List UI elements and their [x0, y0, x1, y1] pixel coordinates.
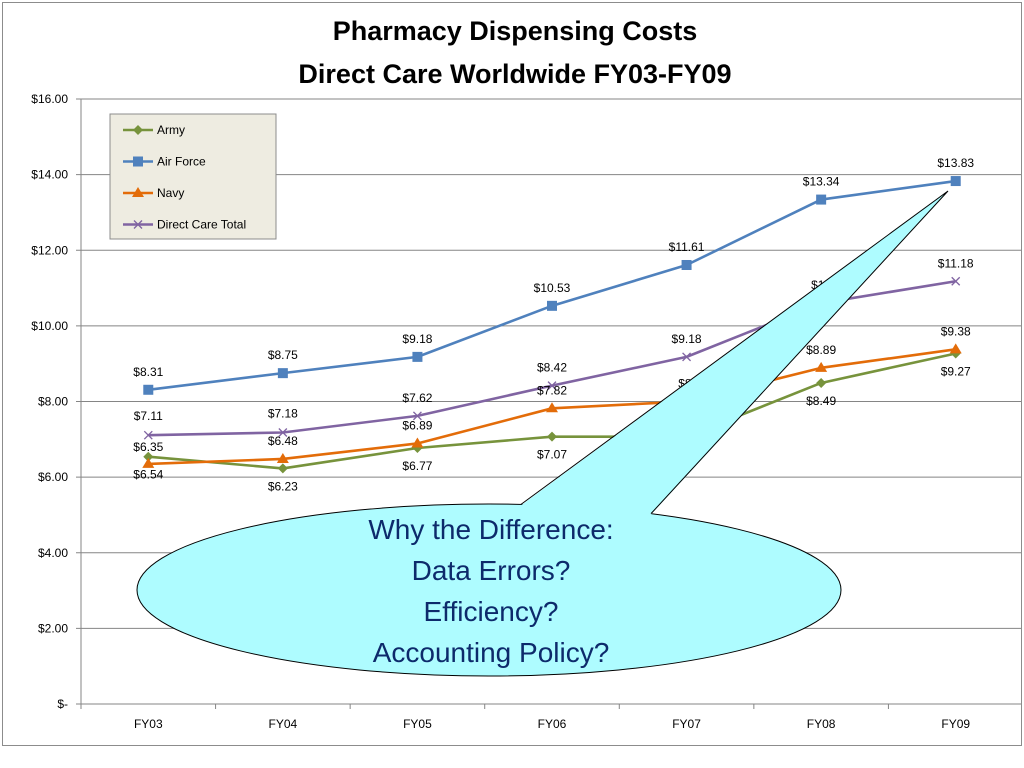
legend-box — [109, 113, 277, 240]
marker-stroke — [143, 430, 153, 440]
y-tick-label: $6.00 — [38, 470, 68, 484]
data-label: $9.27 — [941, 364, 971, 378]
data-label: $7.07 — [537, 448, 567, 462]
legend-label: Air Force — [157, 155, 206, 169]
data-point — [950, 176, 961, 187]
y-tick-label: $2.00 — [38, 621, 68, 635]
marker-stroke — [951, 276, 961, 286]
data-point — [278, 428, 288, 437]
data-point — [816, 377, 827, 388]
y-tick-label: $4.00 — [38, 546, 68, 560]
chart-title-line-2: Direct Care Worldwide FY03-FY09 — [298, 59, 731, 89]
x-tick-label: FY03 — [134, 717, 163, 731]
x-tick-label: FY09 — [941, 717, 970, 731]
legend-label: Army — [157, 123, 185, 137]
data-label: $9.18 — [402, 332, 432, 346]
data-label: $6.35 — [133, 440, 163, 454]
legend-marker — [132, 187, 144, 197]
data-label: $6.48 — [268, 434, 298, 448]
data-point — [277, 368, 288, 379]
data-label: $11.18 — [938, 256, 974, 270]
data-label: $6.89 — [402, 418, 432, 432]
y-tick-label: $10.00 — [31, 319, 68, 333]
legend-label: Navy — [157, 186, 184, 200]
callout-pointer-outline — [520, 190, 949, 514]
y-tick-label: $8.00 — [38, 395, 68, 409]
data-label: $7.18 — [268, 407, 298, 421]
x-tick-label: FY05 — [403, 717, 432, 731]
data-point — [143, 430, 153, 440]
data-label: $11.61 — [669, 240, 705, 254]
data-label: $6.77 — [402, 459, 432, 473]
data-point — [547, 431, 557, 442]
marker-stroke — [278, 428, 288, 437]
callout-text-line: Why the Difference: — [368, 514, 613, 545]
data-point — [277, 463, 288, 474]
data-point — [412, 411, 422, 421]
data-point — [815, 361, 828, 372]
data-point — [142, 457, 155, 468]
line-chart: Pharmacy Dispensing Costs Direct Care Wo… — [31, 16, 1021, 731]
data-label: $13.34 — [803, 175, 840, 189]
data-label: $7.82 — [537, 383, 567, 397]
legend-marker — [133, 156, 143, 167]
data-point — [143, 451, 154, 462]
y-tick-label: $14.00 — [31, 168, 68, 182]
marker-stroke — [682, 352, 692, 362]
y-tick-label: $16.00 — [31, 92, 68, 106]
data-label: $8.42 — [537, 361, 567, 375]
x-tick-label: FY08 — [807, 717, 836, 731]
data-label: $9.38 — [941, 324, 971, 338]
y-tick-label: $12.00 — [31, 243, 68, 257]
data-point — [547, 300, 557, 311]
data-point — [949, 343, 962, 354]
data-label: $6.23 — [268, 479, 298, 493]
data-label: $8.49 — [806, 394, 836, 408]
callout-text-line: Efficiency? — [424, 596, 559, 627]
marker-stroke — [547, 381, 557, 391]
data-label: $13.83 — [937, 156, 974, 170]
data-point — [546, 402, 558, 413]
callout-annotation: Why the Difference: Data Errors? Efficienc… — [136, 190, 949, 677]
x-tick-label: FY07 — [672, 717, 701, 731]
callout-text-line: Data Errors? — [412, 555, 571, 586]
data-label: $6.54 — [133, 468, 163, 482]
data-label: $9.18 — [672, 332, 702, 346]
data-label: $8.31 — [133, 365, 163, 379]
legend-label: Direct Care Total — [157, 218, 246, 232]
x-tick-label: FY06 — [538, 717, 567, 731]
marker-stroke — [412, 411, 422, 421]
axes: $- $2.00 $4.00 $6.00 $8.00 $10.00 $12.00 $14.00… — [31, 92, 1021, 731]
callout-ellipse — [136, 503, 842, 677]
data-label: $8.75 — [268, 348, 298, 362]
marker-stroke — [133, 220, 143, 229]
chart-title-line-1: Pharmacy Dispensing Costs — [333, 16, 698, 46]
data-label: $10.53 — [534, 281, 571, 295]
callout-pointer-fill — [521, 191, 948, 515]
legend-marker — [133, 220, 143, 229]
data-point — [143, 384, 154, 395]
legend: Army Air Force Navy Direct Care Total — [109, 113, 277, 240]
y-tick-label: $- — [57, 697, 68, 711]
callout-text-line: Accounting Policy? — [373, 637, 610, 668]
data-labels: $6.54$6.23$6.77$7.07$7.07$8.49$9.27$8.31… — [133, 156, 974, 493]
chart-frame: Pharmacy Dispensing Costs Direct Care Wo… — [2, 2, 1022, 746]
data-point — [681, 259, 692, 270]
data-label: $7.62 — [402, 391, 432, 405]
data-point — [412, 351, 423, 362]
data-point — [547, 381, 557, 391]
data-point — [682, 352, 692, 362]
legend-marker — [133, 125, 143, 135]
data-point — [411, 437, 424, 448]
data-point — [951, 276, 961, 286]
data-label: $8.89 — [806, 343, 836, 357]
data-point — [276, 452, 289, 463]
data-label: $7.11 — [134, 409, 163, 423]
data-point — [816, 194, 827, 205]
x-tick-label: FY04 — [269, 717, 298, 731]
